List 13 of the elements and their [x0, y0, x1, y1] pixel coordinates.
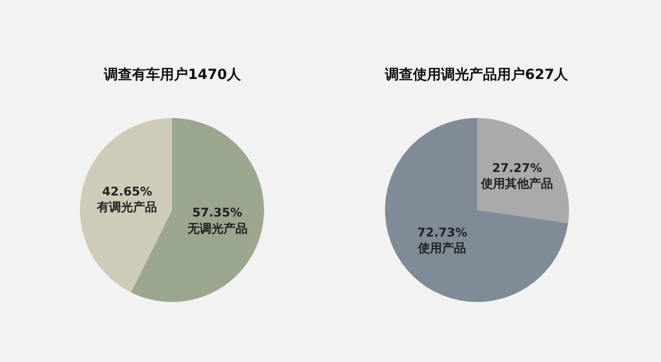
slice-label: 无调光产品	[186, 221, 248, 236]
data-label: 72.73%	[417, 225, 468, 240]
slice-label: 使用产品	[417, 240, 466, 255]
pie-slice	[477, 118, 569, 224]
slice-label: 使用其他产品	[480, 176, 554, 190]
pie-slice	[385, 118, 568, 302]
data-label: 42.65%	[102, 184, 152, 199]
data-label: 27.27%	[492, 160, 542, 175]
slice-label: 有调光产品	[96, 200, 158, 214]
pie-slice	[80, 118, 172, 292]
chart-title: 调查有车用户1470人	[103, 66, 242, 83]
data-label: 57.35%	[192, 206, 242, 220]
chart-title: 调查使用调光产品用户627人	[384, 66, 570, 83]
